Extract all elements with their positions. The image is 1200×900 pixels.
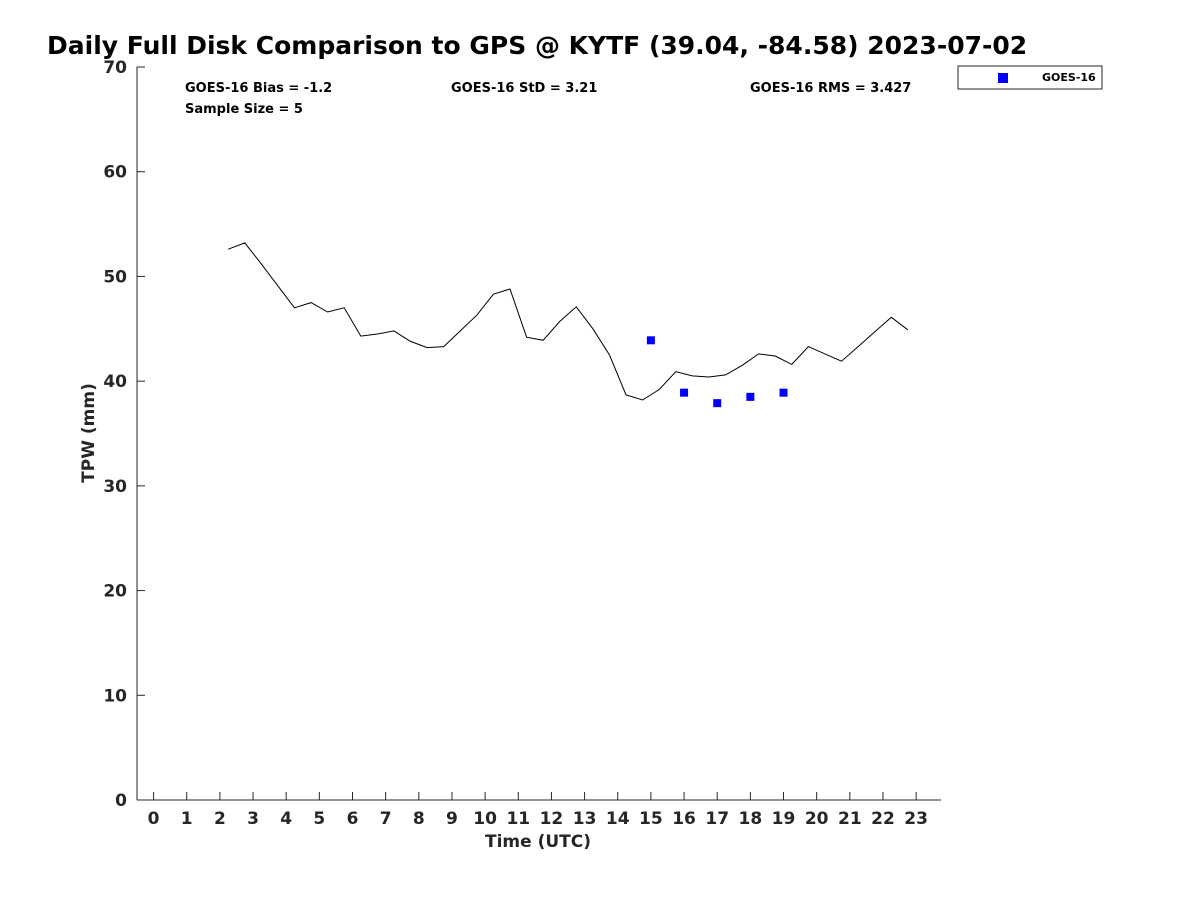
goes16-point [779, 388, 788, 397]
x-tick-label: 21 [838, 809, 862, 829]
chart-title: Daily Full Disk Comparison to GPS @ KYTF… [47, 31, 1027, 60]
x-tick-label: 6 [347, 809, 359, 829]
y-tick-label: 0 [115, 791, 127, 811]
x-axis-label: Time (UTC) [485, 832, 591, 852]
legend-label-goes16: GOES-16 [1042, 71, 1096, 84]
std-stat: GOES-16 StD = 3.21 [451, 81, 597, 96]
x-tick-label: 1 [181, 809, 193, 829]
y-tick-label: 70 [103, 58, 127, 78]
bias-stat: GOES-16 Bias = -1.2 [185, 81, 332, 96]
x-tick-label: 14 [606, 809, 630, 829]
x-tick-label: 15 [639, 809, 663, 829]
y-axis-label: TPW (mm) [79, 383, 99, 483]
x-tick-label: 3 [247, 809, 259, 829]
legend-box [957, 65, 1103, 90]
x-tick-label: 0 [148, 809, 160, 829]
gps-tpw-line [228, 242, 909, 401]
y-tick-label: 50 [103, 267, 127, 287]
legend: GOES-16 [957, 65, 1103, 90]
y-tick-label: 30 [103, 477, 127, 497]
x-tick-label: 13 [573, 809, 597, 829]
goes16-point [713, 399, 722, 408]
x-axis-ticks: 0 1 2 3 4 5 6 7 8 9 10 11 12 13 14 15 16 17 18 19 20 21 22 23 [148, 792, 928, 829]
x-tick-label: 23 [904, 809, 928, 829]
x-tick-label: 19 [772, 809, 796, 829]
y-tick-label: 10 [103, 686, 127, 706]
x-tick-label: 20 [805, 809, 829, 829]
x-tick-label: 7 [380, 809, 392, 829]
rms-stat: GOES-16 RMS = 3.427 [750, 81, 911, 96]
x-tick-label: 11 [506, 809, 530, 829]
y-tick-label: 60 [103, 163, 127, 183]
y-axis-ticks: 0 10 20 30 40 50 60 70 [103, 58, 145, 811]
y-tick-label: 20 [103, 582, 127, 602]
goes16-point [646, 336, 655, 345]
x-tick-label: 2 [214, 809, 226, 829]
x-tick-label: 4 [280, 809, 292, 829]
sample-size-stat: Sample Size = 5 [185, 102, 303, 117]
x-tick-label: 10 [473, 809, 497, 829]
x-tick-label: 9 [446, 809, 458, 829]
x-tick-label: 22 [871, 809, 895, 829]
x-tick-label: 17 [705, 809, 729, 829]
y-tick-label: 40 [103, 372, 127, 392]
plot-area [137, 67, 941, 800]
goes16-point [680, 388, 689, 397]
x-tick-label: 8 [413, 809, 425, 829]
x-tick-label: 12 [540, 809, 564, 829]
x-tick-label: 18 [739, 809, 763, 829]
x-tick-label: 16 [672, 809, 696, 829]
goes16-point [746, 392, 755, 401]
legend-swatch-goes16 [998, 73, 1008, 83]
series-layer [228, 242, 909, 408]
x-tick-label: 5 [313, 809, 325, 829]
